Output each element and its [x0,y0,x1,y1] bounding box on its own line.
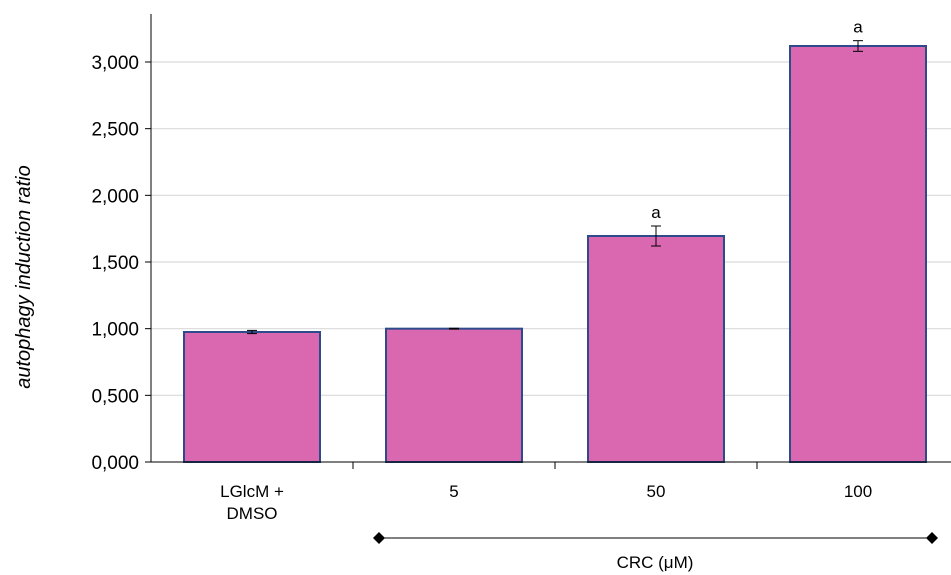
axes [150,14,951,469]
y-tick-label: 0,000 [91,453,139,474]
x-category-label: LGlcM + [220,482,284,501]
bar [587,235,725,463]
x-category-label: 100 [844,482,872,501]
crc-group-label: CRC (μM) [617,553,694,572]
bar [789,45,927,463]
crc-group-bracket [373,532,938,544]
bar [183,331,321,463]
x-category-label: 50 [647,482,666,501]
y-tick-label: 3,000 [91,53,139,74]
bracket-diamond [373,532,385,544]
error-bars [247,40,863,335]
x-category-label: DMSO [227,504,278,523]
y-tick-label: 1,500 [91,253,139,274]
x-category-label: 5 [449,482,458,501]
x-category-labels: LGlcM + DMSO 5 50 100 [220,482,872,523]
bars [183,45,927,463]
y-tick-label: 0,500 [91,386,139,407]
significance-label: a [853,18,863,37]
bar [385,327,523,463]
y-tick-label: 1,000 [91,320,139,341]
bracket-diamond [926,532,938,544]
significance-label: a [651,203,661,222]
y-tick-label: 2,000 [91,186,139,207]
significance-labels: aa [651,18,863,222]
y-axis-title: autophagy induction ratio [13,165,35,389]
y-tick-labels: 0,000 0,500 1,000 1,500 2,000 2,500 3,000 [91,53,151,474]
y-tick-label: 2,500 [91,120,139,141]
